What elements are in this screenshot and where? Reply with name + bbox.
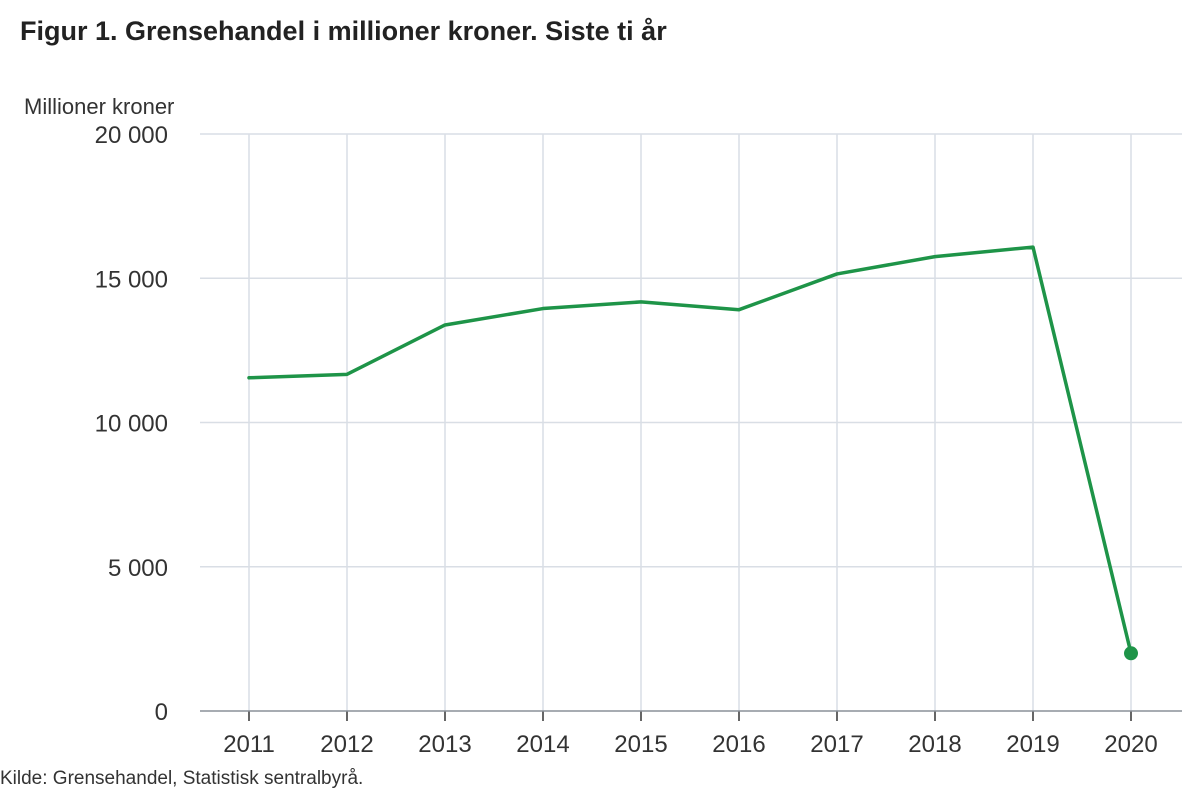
- y-tick-label: 5 000: [108, 555, 168, 582]
- y-tick-label: 15 000: [95, 266, 168, 293]
- x-tick-label: 2013: [418, 731, 471, 758]
- x-tick-label: 2011: [223, 731, 275, 758]
- x-tick-label: 2012: [320, 731, 373, 758]
- x-tick-label: 2016: [712, 731, 765, 758]
- marker-layer: [1124, 646, 1138, 661]
- series-layer: [247, 245, 1133, 656]
- y-tick-label: 10 000: [95, 411, 168, 438]
- x-tick-label: 2014: [516, 731, 569, 758]
- x-tick-label: 2018: [908, 731, 961, 758]
- x-tick-label: 2015: [614, 731, 667, 758]
- x-tick-label: 2020: [1104, 731, 1157, 758]
- chart-title: Figur 1. Grensehandel i millioner kroner…: [20, 16, 667, 46]
- grid-lines: [200, 133, 1182, 711]
- series-line: [247, 245, 1133, 656]
- x-tick-label: 2019: [1006, 731, 1059, 758]
- axes: 0 5 000 10 000 15 000 20 000 2011 2012 2013 2014…: [95, 122, 1182, 758]
- last-point-marker: [1124, 646, 1138, 661]
- y-tick-label: 0: [155, 699, 168, 726]
- x-tick-label: 2017: [810, 731, 863, 758]
- source-note: Kilde: Grensehandel, Statistisk sentralb…: [0, 768, 364, 789]
- y-tick-label: 20 000: [95, 122, 168, 149]
- y-axis-label: Millioner kroner: [24, 94, 174, 119]
